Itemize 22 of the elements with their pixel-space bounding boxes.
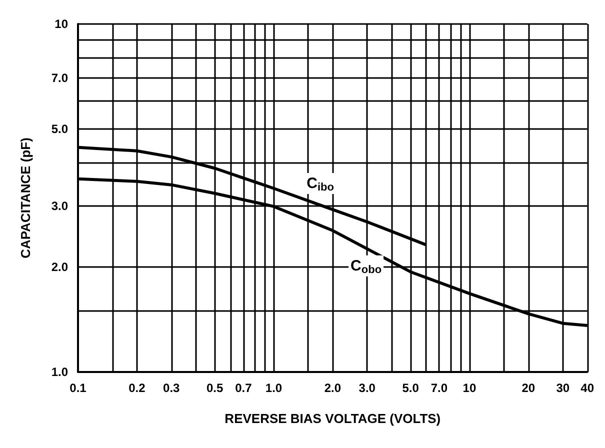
x-tick-label: 0.5 <box>206 381 224 395</box>
x-tick-label: 40 <box>580 381 594 395</box>
x-tick-label: 0.1 <box>70 381 87 395</box>
x-tick-label: 0.7 <box>235 381 252 395</box>
x-tick-label: 5.0 <box>402 381 420 395</box>
x-tick-label: 0.2 <box>128 381 146 395</box>
x-tick-label: 3.0 <box>358 381 376 395</box>
y-axis-title: CAPACITANCE (pF) <box>18 138 33 258</box>
x-tick-label: 0.3 <box>163 381 180 395</box>
y-tick-label: 1.0 <box>51 365 68 379</box>
x-tick-label: 30 <box>556 381 570 395</box>
x-tick-label: 7.0 <box>430 381 448 395</box>
y-tick-label: 7.0 <box>51 70 68 85</box>
y-tick-label: 5.0 <box>51 122 68 136</box>
x-tick-label: 20 <box>522 381 536 395</box>
x-tick-label: 1.0 <box>265 381 282 395</box>
y-tick-label: 3.0 <box>51 198 68 213</box>
x-tick-label: 2.0 <box>324 381 342 395</box>
y-tick-label: 2.0 <box>51 260 68 274</box>
y-tick-label: 10 <box>54 17 68 31</box>
x-axis-title: REVERSE BIAS VOLTAGE (VOLTS) <box>224 411 441 426</box>
x-tick-label: 10 <box>462 381 476 395</box>
